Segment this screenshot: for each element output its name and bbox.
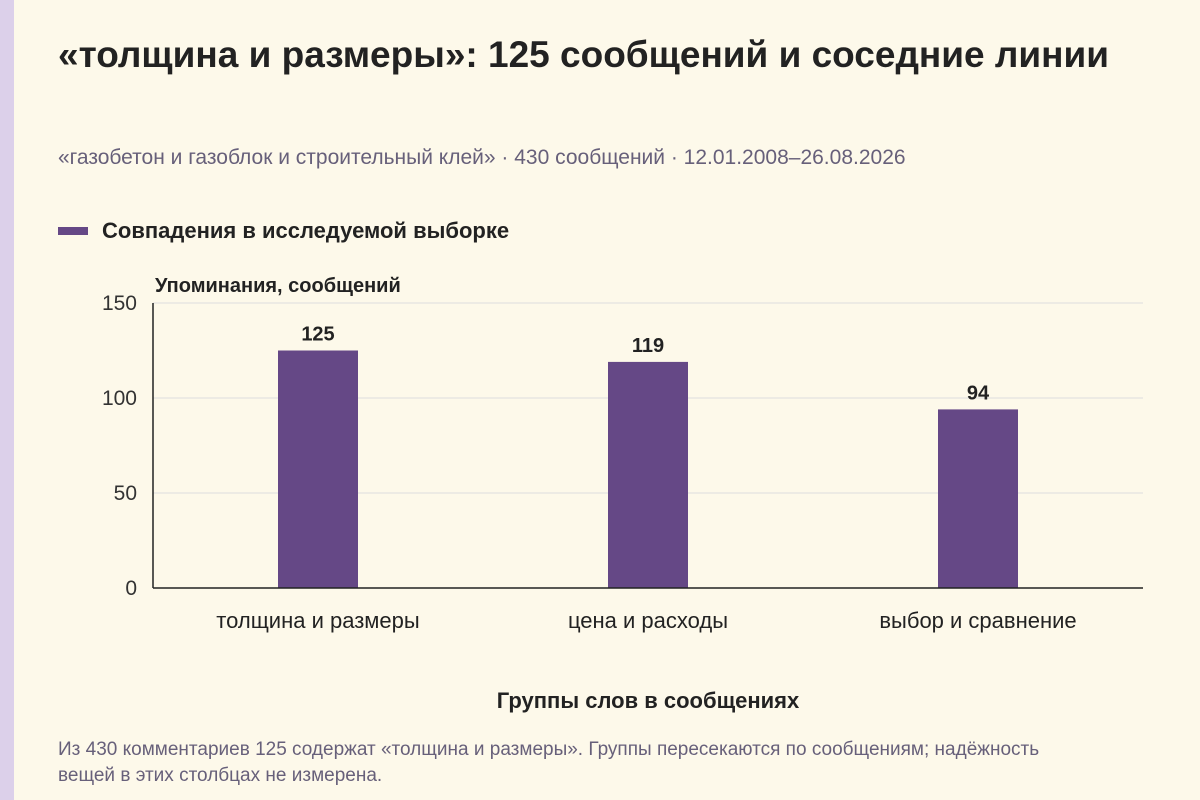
y-tick-label: 150 <box>102 292 137 315</box>
legend: Совпадения в исследуемой выборке <box>58 218 509 244</box>
y-tick-label: 100 <box>102 387 137 410</box>
data-label: 119 <box>632 335 664 357</box>
chart-subtitle: «газобетон и газоблок и строительный кле… <box>58 146 906 169</box>
chart-title: «толщина и размеры»: 125 сообщений и сос… <box>58 34 1109 75</box>
x-axis-title: Группы слов в сообщениях <box>497 688 800 713</box>
bar <box>938 409 1018 588</box>
y-tick-labels: 0 50 100 150 <box>102 292 137 600</box>
y-axis-title: Упоминания, сообщений <box>155 275 401 297</box>
left-accent-strip <box>0 0 14 800</box>
x-tick-label: выбор и сравнение <box>879 608 1076 633</box>
data-label: 125 <box>301 324 334 346</box>
bar <box>608 361 688 588</box>
y-tick-label: 0 <box>125 577 137 600</box>
bar <box>278 350 358 588</box>
footnote: Из 430 комментариев 125 содержат «толщин… <box>58 739 1040 786</box>
y-tick-label: 50 <box>114 482 137 505</box>
legend-label: Совпадения в исследуемой выборке <box>102 218 510 243</box>
x-tick-label: цена и расходы <box>568 608 728 633</box>
x-tick-labels: толщина и размеры цена и расходы выбор и с… <box>216 608 1076 633</box>
bars <box>278 350 1018 588</box>
data-labels: 125 119 94 <box>301 324 990 405</box>
legend-swatch <box>58 227 88 235</box>
data-label: 94 <box>967 382 990 404</box>
x-tick-label: толщина и размеры <box>216 608 419 633</box>
